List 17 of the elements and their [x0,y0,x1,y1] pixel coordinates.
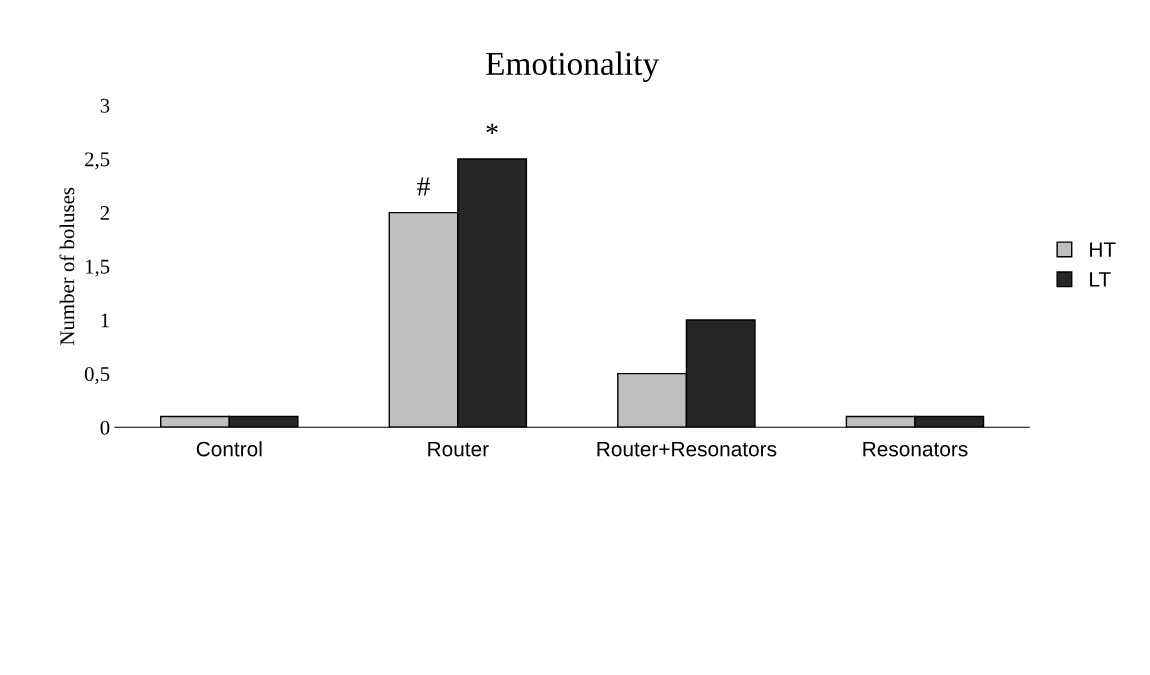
chart-title: Emotionality [486,51,660,82]
x-tick-label: Control [196,441,262,457]
y-tick-label: 2 [100,206,109,220]
y-tick-label: 0,5 [84,366,110,385]
y-tick-label: 3 [100,98,110,113]
legend-label: LT [1090,272,1111,287]
annotation: * [486,123,498,134]
y-axis-title: Number of boluses [59,187,75,345]
y-tick-label: 1,5 [85,259,110,277]
legend-label: HT [1090,242,1116,257]
y-tick-label: 0 [100,420,110,435]
annotation: # [417,177,430,196]
x-tick-label: Router+Resonators [597,441,777,457]
x-tick-label: Resonators [863,441,968,457]
y-tick-label: 1 [101,313,109,328]
y-tick-label: 2,5 [85,152,110,170]
x-tick-label: Router [428,441,489,457]
